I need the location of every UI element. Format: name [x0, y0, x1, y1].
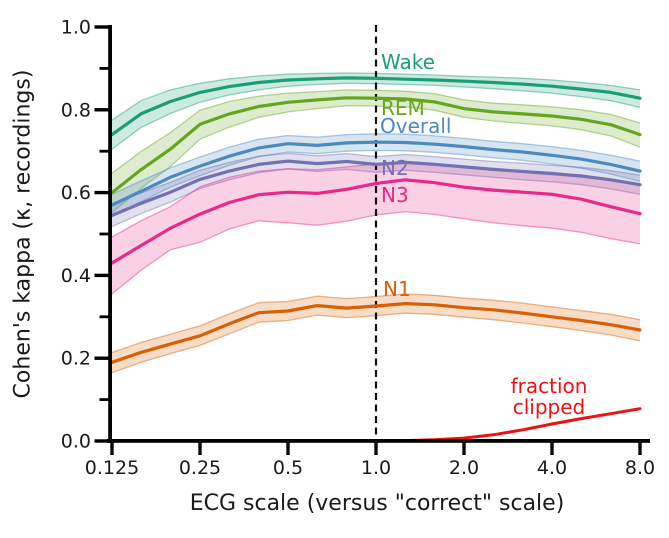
series-label-fraction-clipped: fraction clipped [510, 374, 588, 419]
x-axis-label: ECG scale (versus "correct" scale) [189, 491, 565, 516]
series-label-n2: N2 [381, 156, 409, 180]
y-minor-tick [99, 232, 109, 236]
y-tick [94, 439, 109, 443]
x-tick-label: 0.5 [273, 457, 303, 479]
y-axis-spine [108, 25, 112, 443]
band-edge-lo-overall [111, 149, 641, 217]
y-tick-label: 0.0 [61, 431, 91, 453]
line-n2 [110, 159, 642, 217]
series-label-n1: N1 [383, 277, 411, 301]
series-label-wake: Wake [381, 50, 435, 74]
series-label-n3: N3 [381, 183, 409, 207]
y-minor-tick [99, 398, 109, 401]
y-tick [94, 356, 109, 360]
x-tick-label: 0.125 [85, 457, 139, 479]
line-fraction-clipped [374, 407, 642, 443]
x-tick [638, 441, 642, 455]
y-tick-label: 0.4 [61, 265, 91, 287]
y-tick-label: 0.6 [61, 182, 91, 204]
series-label-rem: REM [381, 96, 425, 120]
y-tick-label: 0.8 [61, 99, 91, 121]
line-n1 [110, 302, 642, 364]
y-minor-tick [99, 67, 109, 70]
band-n3 [112, 162, 640, 294]
x-tick-label: 8.0 [625, 457, 655, 479]
y-minor-tick [99, 315, 109, 319]
x-tick [198, 441, 202, 455]
line-overall [110, 140, 642, 207]
series-label-overall: Overall [380, 114, 452, 138]
y-tick [94, 273, 109, 278]
band-overall [112, 133, 640, 217]
line-n3 [110, 178, 642, 265]
line-rem [110, 96, 642, 195]
x-tick [462, 441, 466, 455]
x-tick [550, 441, 554, 455]
x-tick [110, 441, 114, 455]
y-tick [94, 108, 109, 112]
y-minor-tick [99, 149, 109, 153]
x-tick-label: 4.0 [537, 457, 567, 479]
x-tick-label: 2.0 [449, 457, 479, 479]
band-wake [112, 73, 640, 150]
band-rem [112, 89, 640, 213]
y-axis-label: Cohen's kappa (κ, recordings) [10, 69, 36, 399]
y-tick [94, 25, 109, 29]
x-tick [286, 441, 290, 455]
x-tick-label: 1.0 [361, 457, 391, 479]
x-axis-spine [107, 439, 650, 443]
x-tick [374, 441, 378, 455]
band-edge-hi-rem [111, 89, 641, 174]
line-wake [110, 76, 642, 137]
band-n1 [112, 294, 640, 373]
x-tick-label: 0.25 [179, 457, 221, 479]
y-tick-label: 1.0 [61, 17, 91, 39]
y-tick [94, 190, 109, 195]
y-tick-label: 0.2 [61, 348, 91, 370]
band-edge-lo-n2 [111, 168, 641, 228]
